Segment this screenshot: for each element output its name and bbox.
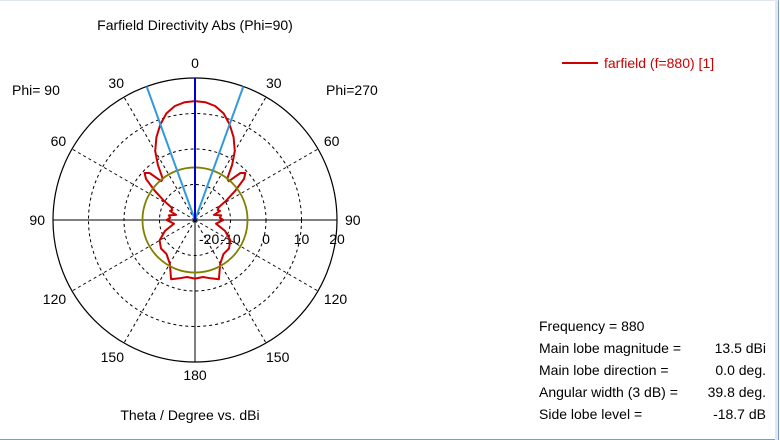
info-value: 13.5 dBi — [715, 340, 766, 356]
angle-tick-label: 120 — [324, 291, 348, 307]
info-value: 39.8 deg. — [708, 384, 766, 400]
grid-spoke — [123, 219, 196, 344]
x-axis-label: Theta / Degree vs. dBi — [120, 407, 259, 423]
angle-tick-label: 30 — [266, 75, 282, 91]
angle-tick-label: 60 — [324, 133, 340, 149]
angle-tick-labels: 0 30 60 90 120 150 180 30 60 90 120 150 — [29, 55, 360, 383]
info-value: 0.0 deg. — [715, 362, 766, 378]
chart-title: Farfield Directivity Abs (Phi=90) — [97, 17, 293, 33]
radial-tick-label: 0 — [262, 231, 270, 247]
radial-tick-label: 10 — [294, 231, 310, 247]
info-box: Frequency = 880 Main lobe magnitude = 13.5… — [539, 318, 766, 422]
angle-tick-label: 120 — [43, 291, 67, 307]
angle-tick-label: 150 — [266, 349, 290, 365]
beamwidth-line — [194, 86, 245, 221]
angle-tick-label: 90 — [345, 212, 361, 228]
info-value: -18.7 dB — [713, 406, 766, 422]
angle-tick-label: 180 — [183, 367, 207, 383]
grid-spoke — [71, 219, 196, 292]
grid-spoke — [123, 96, 196, 221]
series-layer — [143, 100, 247, 281]
radial-tick-labels: -20 -10 0 10 20 — [199, 231, 345, 247]
scroll-track[interactable] — [775, 0, 778, 440]
series-curve — [143, 100, 247, 281]
legend: farfield (f=880) [1] — [562, 55, 714, 71]
legend-entry: farfield (f=880) [1] — [604, 55, 714, 71]
radial-tick-label: 20 — [329, 231, 345, 247]
phi-left-label: Phi= 90 — [12, 82, 60, 98]
radial-tick-label: -20 — [199, 231, 219, 247]
angle-tick-label: 150 — [101, 349, 125, 365]
info-label: Main lobe direction = — [539, 362, 669, 378]
info-label: Frequency = 880 — [539, 318, 645, 334]
marker-layer — [141, 78, 249, 274]
angle-tick-label: 30 — [108, 75, 124, 91]
beamwidth-line — [145, 86, 196, 221]
angle-tick-label: 60 — [51, 133, 67, 149]
angle-tick-label: 90 — [29, 212, 45, 228]
info-label: Main lobe magnitude = — [539, 340, 681, 356]
grid-spoke — [194, 96, 267, 221]
angle-tick-label: 0 — [191, 55, 199, 71]
info-label: Side lobe level = — [539, 406, 642, 422]
info-label: Angular width (3 dB) = — [539, 384, 678, 400]
grid-spoke — [71, 148, 196, 221]
phi-right-label: Phi=270 — [326, 82, 378, 98]
